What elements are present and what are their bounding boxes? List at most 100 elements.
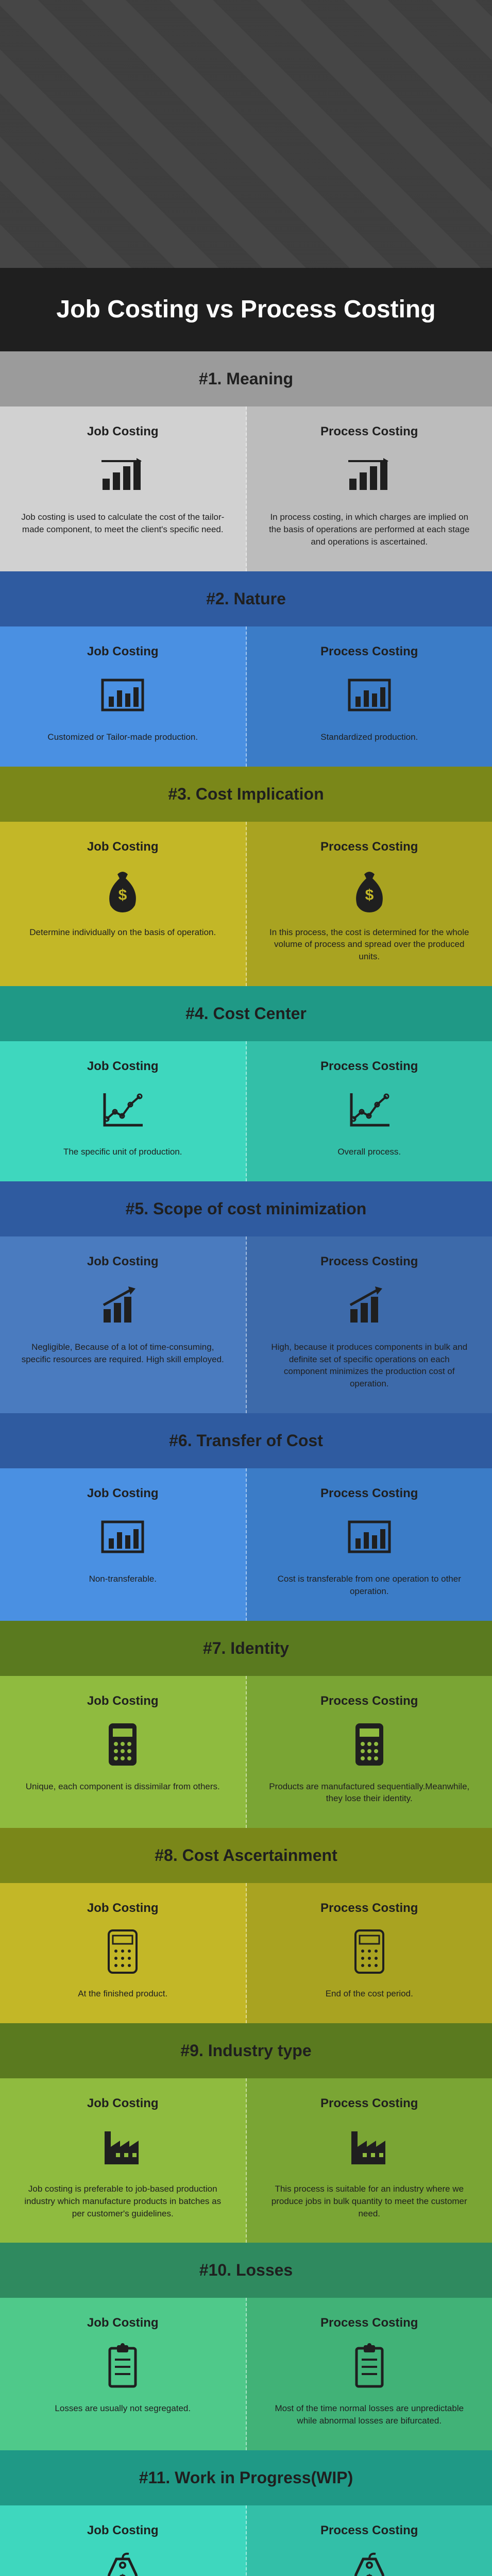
comparison-section: #11. Work in Progress(WIP) Job Costing $… [0,2450,492,2576]
right-column: Process Costing End of the cost period. [247,1883,492,2023]
svg-text:$: $ [366,2571,374,2576]
comparison-section: #4. Cost Center Job Costing The specific… [0,986,492,1181]
left-column: Job Costing Job costing is preferable to… [0,2078,247,2243]
section-heading: #8. Cost Ascertainment [0,1828,492,1883]
right-text: This process is suitable for an industry… [267,2183,472,2219]
right-column: Process Costing Products are manufacture… [247,1676,492,1828]
svg-text:$: $ [118,887,127,904]
factory-icon [346,2124,393,2170]
section-heading: #10. Losses [0,2243,492,2298]
comparison-section: #6. Transfer of Cost Job Costing Non-tra… [0,1413,492,1621]
section-heading: #1. Meaning [0,351,492,406]
comparison-section: #9. Industry type Job Costing Job costin… [0,2023,492,2243]
comparison-row: Job Costing Unique, each component is di… [0,1676,492,1828]
bar-chart-box-icon [346,1514,393,1560]
comparison-section: #10. Losses Job Costing Losses are usual… [0,2243,492,2450]
left-column: Job Costing Job costing is used to calcu… [0,406,247,571]
right-column: Process Costing $ In this process, the c… [247,822,492,986]
hero-image [0,0,492,268]
right-text: In this process, the cost is determined … [267,926,472,963]
comparison-row: Job Costing The specific unit of product… [0,1041,492,1181]
money-bag-icon: $ [99,867,146,913]
section-heading: #7. Identity [0,1621,492,1676]
svg-text:$: $ [365,887,374,904]
right-label: Process Costing [267,2316,472,2330]
left-column: Job Costing Customized or Tailor-made pr… [0,626,247,767]
left-text: Unique, each component is dissimilar fro… [21,1781,225,1793]
left-text: Determine individually on the basis of o… [21,926,225,939]
left-column: Job Costing Negligible, Because of a lot… [0,1236,247,1413]
title-bar: Job Costing vs Process Costing [0,268,492,351]
section-heading: #5. Scope of cost minimization [0,1181,492,1236]
calculator-outline-icon [346,1928,393,1975]
right-text: In process costing, in which charges are… [267,511,472,548]
calculator-icon [99,1721,146,1768]
comparison-row: Job Costing Non-transferable. Process Co… [0,1468,492,1621]
left-label: Job Costing [21,1486,225,1501]
line-up-icon [99,1087,146,1133]
svg-text:$: $ [119,2571,127,2576]
left-label: Job Costing [21,2096,225,2111]
comparison-row: Job Costing $ Determine individually on … [0,822,492,986]
left-label: Job Costing [21,1059,225,1074]
right-label: Process Costing [267,1255,472,1269]
left-column: Job Costing Unique, each component is di… [0,1676,247,1828]
clipboard-icon [99,2343,146,2389]
clipboard-icon [346,2343,393,2389]
comparison-row: Job Costing Job costing is preferable to… [0,2078,492,2243]
section-heading: #4. Cost Center [0,986,492,1041]
right-column: Process Costing Overall process. [247,1041,492,1181]
comparison-section: #3. Cost Implication Job Costing $ Deter… [0,767,492,986]
right-text: Products are manufactured sequentially.M… [267,1781,472,1805]
bars-up-icon [346,452,393,498]
left-column: Job Costing The specific unit of product… [0,1041,247,1181]
right-column: Process Costing This process is suitable… [247,2078,492,2243]
comparison-row: Job Costing Customized or Tailor-made pr… [0,626,492,767]
left-column: Job Costing At the finished product. [0,1883,247,2023]
left-label: Job Costing [21,1694,225,1708]
right-label: Process Costing [267,1059,472,1074]
section-heading: #11. Work in Progress(WIP) [0,2450,492,2505]
bars-arrow-icon [346,1282,393,1328]
right-label: Process Costing [267,1901,472,1916]
comparison-section: #5. Scope of cost minimization Job Costi… [0,1181,492,1413]
price-tag-icon: $ [99,2551,146,2576]
right-column: Process Costing Cost is transferable fro… [247,1468,492,1621]
line-up-icon [346,1087,393,1133]
right-column: Process Costing High, because it produce… [247,1236,492,1413]
right-text: High, because it produces components in … [267,1341,472,1390]
comparison-section: #7. Identity Job Costing Unique, each co… [0,1621,492,1828]
bars-up-icon [99,452,146,498]
comparison-row: Job Costing At the finished product. Pro… [0,1883,492,2023]
right-label: Process Costing [267,425,472,439]
price-tag-icon: $ [346,2551,393,2576]
bar-chart-box-icon [99,1514,146,1560]
comparison-row: Job Costing Negligible, Because of a lot… [0,1236,492,1413]
left-label: Job Costing [21,425,225,439]
left-label: Job Costing [21,1255,225,1269]
infographic-container: Job Costing vs Process Costing #1. Meani… [0,0,492,2576]
section-heading: #2. Nature [0,571,492,626]
comparison-row: Job Costing $ At the end of the financia… [0,2505,492,2576]
bar-chart-box-icon [99,672,146,718]
left-text: Negligible, Because of a lot of time-con… [21,1341,225,1366]
left-column: Job Costing $ Determine individually on … [0,822,247,986]
right-text: End of the cost period. [267,1988,472,2000]
left-label: Job Costing [21,840,225,854]
left-text: Job costing is preferable to job-based p… [21,2183,225,2219]
right-column: Process Costing In process costing, in w… [247,406,492,571]
section-heading: #9. Industry type [0,2023,492,2078]
bars-arrow-icon [99,1282,146,1328]
left-column: Job Costing $ At the end of the financia… [0,2505,247,2576]
calculator-outline-icon [99,1928,146,1975]
right-text: Overall process. [267,1146,472,1158]
main-title: Job Costing vs Process Costing [21,294,471,326]
right-label: Process Costing [267,645,472,659]
section-heading: #6. Transfer of Cost [0,1413,492,1468]
comparison-section: #1. Meaning Job Costing Job costing is u… [0,351,492,571]
money-bag-icon: $ [346,867,393,913]
right-label: Process Costing [267,2523,472,2538]
comparison-row: Job Costing Losses are usually not segre… [0,2298,492,2450]
right-column: Process Costing Most of the time normal … [247,2298,492,2450]
section-heading: #3. Cost Implication [0,767,492,822]
